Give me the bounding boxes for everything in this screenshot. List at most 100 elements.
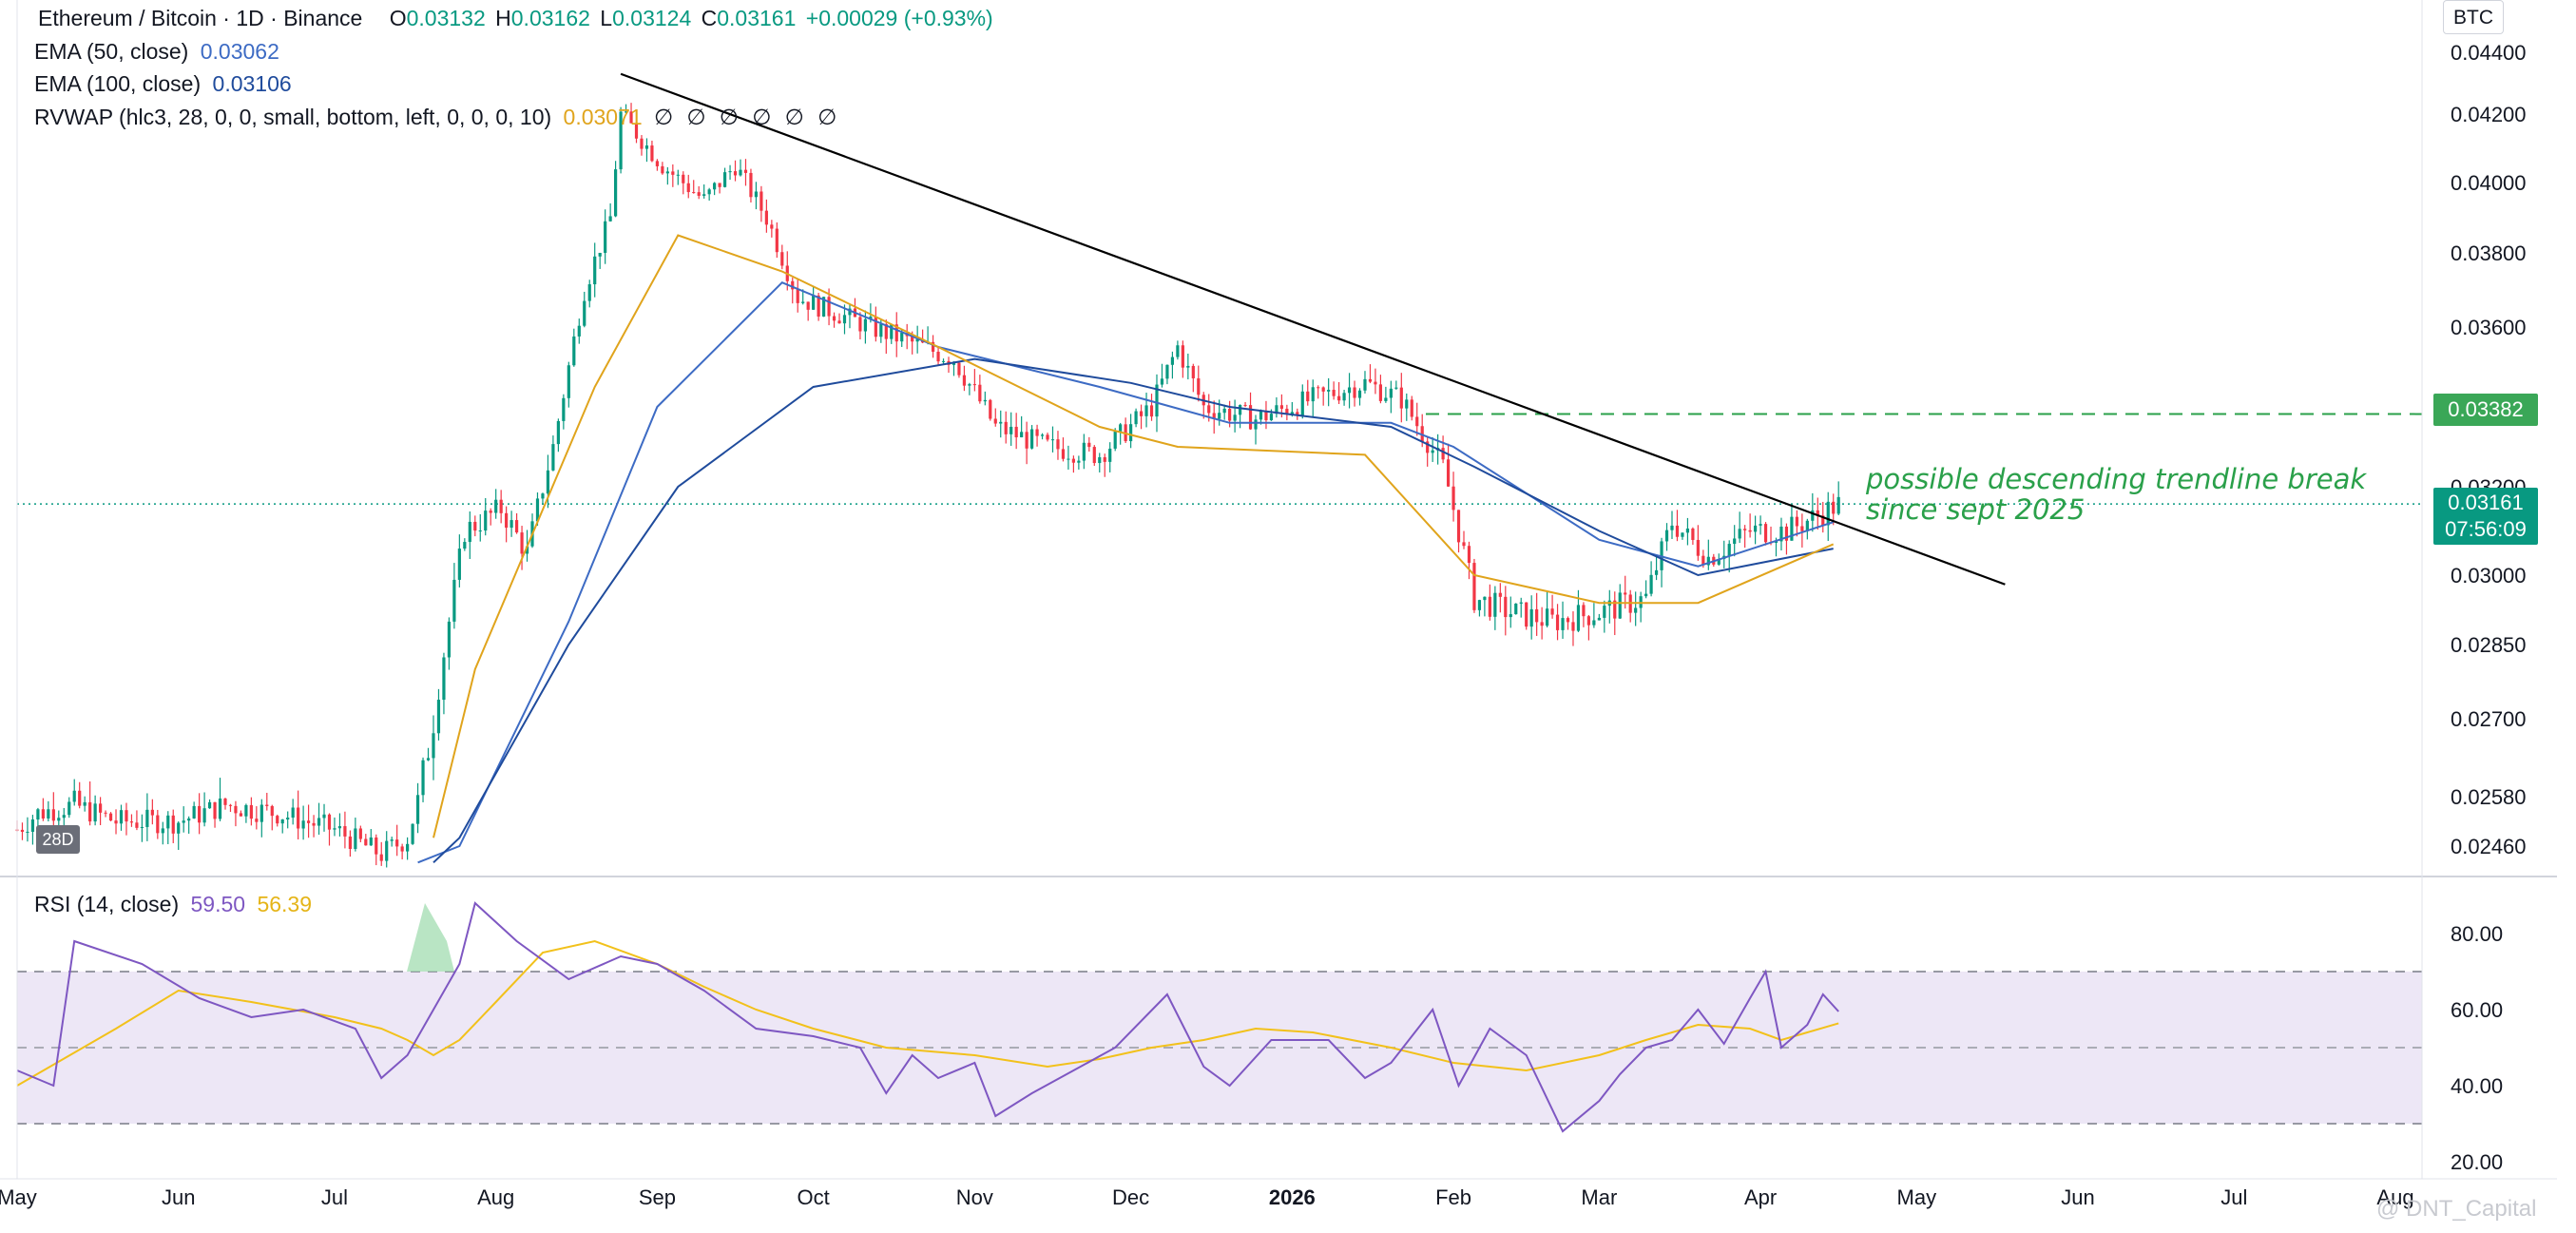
ema50-line	[417, 281, 1835, 864]
candle-body	[514, 520, 519, 533]
candle-body	[411, 823, 414, 844]
candle-body	[62, 815, 66, 819]
time-tick-label: Aug	[477, 1185, 514, 1209]
trendline-annotation[interactable]: possible descending trendline break sinc…	[1866, 464, 2366, 525]
candle-body	[1832, 501, 1836, 514]
rsi-pane[interactable]	[16, 901, 2422, 1133]
candle-body	[379, 854, 383, 861]
candle-body	[1763, 524, 1768, 543]
rsi-tick-label: 60.00	[2451, 998, 2503, 1022]
candle-body	[832, 316, 836, 321]
candle-body	[999, 421, 1003, 424]
candle-body	[1186, 365, 1190, 368]
candle-body	[1149, 405, 1154, 417]
candle-body	[1618, 592, 1622, 619]
candle-body	[1071, 458, 1075, 463]
candle-body	[239, 813, 243, 817]
time-tick-label: Mar	[1581, 1185, 1617, 1209]
candle-body	[1706, 556, 1710, 566]
last-price-value: 0.03161	[2448, 491, 2524, 514]
candle-body	[1020, 432, 1024, 438]
candle-body	[1155, 384, 1159, 417]
candle-body	[390, 839, 394, 841]
candle-body	[1441, 448, 1445, 460]
candle-body	[166, 815, 170, 829]
candle-body	[546, 470, 550, 494]
candle-body	[207, 801, 212, 809]
candle-body	[187, 818, 191, 821]
ema50-label: EMA (50, close)	[34, 38, 189, 64]
candle-body	[234, 805, 238, 814]
candle-body	[1317, 387, 1320, 389]
candle-body	[728, 171, 732, 173]
candle-body	[358, 828, 362, 839]
candle-body	[223, 798, 227, 805]
candle-body	[297, 807, 300, 829]
candle-body	[1774, 541, 1778, 543]
candle-body	[1139, 411, 1144, 416]
candle-body	[369, 837, 373, 846]
price-tick-label: 0.02460	[2451, 835, 2527, 858]
ema100-value: 0.03106	[212, 71, 292, 96]
candle-body	[67, 801, 71, 816]
candle-body	[57, 818, 61, 821]
ema50-legend[interactable]: EMA (50, close) 0.03062	[34, 35, 993, 68]
candle-body	[692, 192, 696, 194]
candle-body	[1046, 434, 1049, 440]
candle-body	[1779, 526, 1783, 542]
candle-body	[1040, 434, 1045, 436]
candle-body	[1811, 510, 1815, 521]
close-label: C	[701, 6, 718, 30]
candle-body	[348, 836, 352, 849]
candle-body	[520, 532, 524, 554]
range-tag-28d[interactable]: 28D	[36, 825, 80, 854]
candle-body	[20, 829, 25, 832]
candle-body	[972, 384, 976, 386]
rvwap-na-values: ∅ ∅ ∅ ∅ ∅ ∅	[654, 104, 841, 129]
candle-body	[426, 758, 431, 761]
candle-body	[1004, 421, 1008, 434]
price-pane[interactable]	[0, 72, 2422, 882]
candle-body	[848, 308, 852, 316]
candle-body	[140, 826, 144, 828]
candle-body	[1248, 405, 1253, 430]
candle-body	[1197, 377, 1201, 395]
candle-body	[108, 813, 113, 821]
candle-body	[900, 333, 904, 342]
candle-body	[1275, 405, 1278, 414]
rsi-overbought-fill	[407, 903, 454, 972]
candle-body	[1571, 622, 1575, 631]
time-tick-label: Apr	[1744, 1185, 1777, 1209]
candle-body	[583, 300, 586, 326]
candle-body	[171, 815, 175, 834]
symbol-title[interactable]: Ethereum / Bitcoin · 1D · Binance	[38, 6, 363, 30]
candle-body	[447, 621, 452, 658]
candle-body	[1103, 456, 1106, 462]
candle-body	[1456, 510, 1461, 543]
currency-button[interactable]: BTC	[2443, 0, 2504, 34]
candle-body	[598, 252, 602, 257]
candle-body	[661, 165, 664, 174]
candle-body	[1550, 608, 1554, 615]
candle-body	[624, 111, 628, 113]
ema50-value: 0.03062	[200, 38, 279, 64]
candle-body	[276, 816, 279, 824]
candle-body	[129, 821, 134, 823]
rvwap-line	[433, 234, 1835, 838]
candle-body	[962, 375, 967, 386]
candle-body	[1098, 456, 1102, 464]
candle-body	[890, 324, 894, 339]
ema100-legend[interactable]: EMA (100, close) 0.03106	[34, 67, 993, 101]
rvwap-legend[interactable]: RVWAP (hlc3, 28, 0, 0, small, bottom, le…	[34, 101, 993, 134]
candle-body	[535, 498, 540, 522]
rsi-legend[interactable]: RSI (14, close) 59.50 56.39	[34, 892, 312, 917]
candle-body	[301, 820, 305, 829]
candle-body	[1087, 442, 1091, 448]
candle-body	[114, 820, 118, 824]
candle-body	[260, 804, 263, 822]
time-tick-label: Jul	[2220, 1185, 2247, 1209]
candle-body	[1300, 391, 1304, 416]
time-tick-label: May	[0, 1185, 37, 1209]
candle-body	[1681, 532, 1684, 537]
